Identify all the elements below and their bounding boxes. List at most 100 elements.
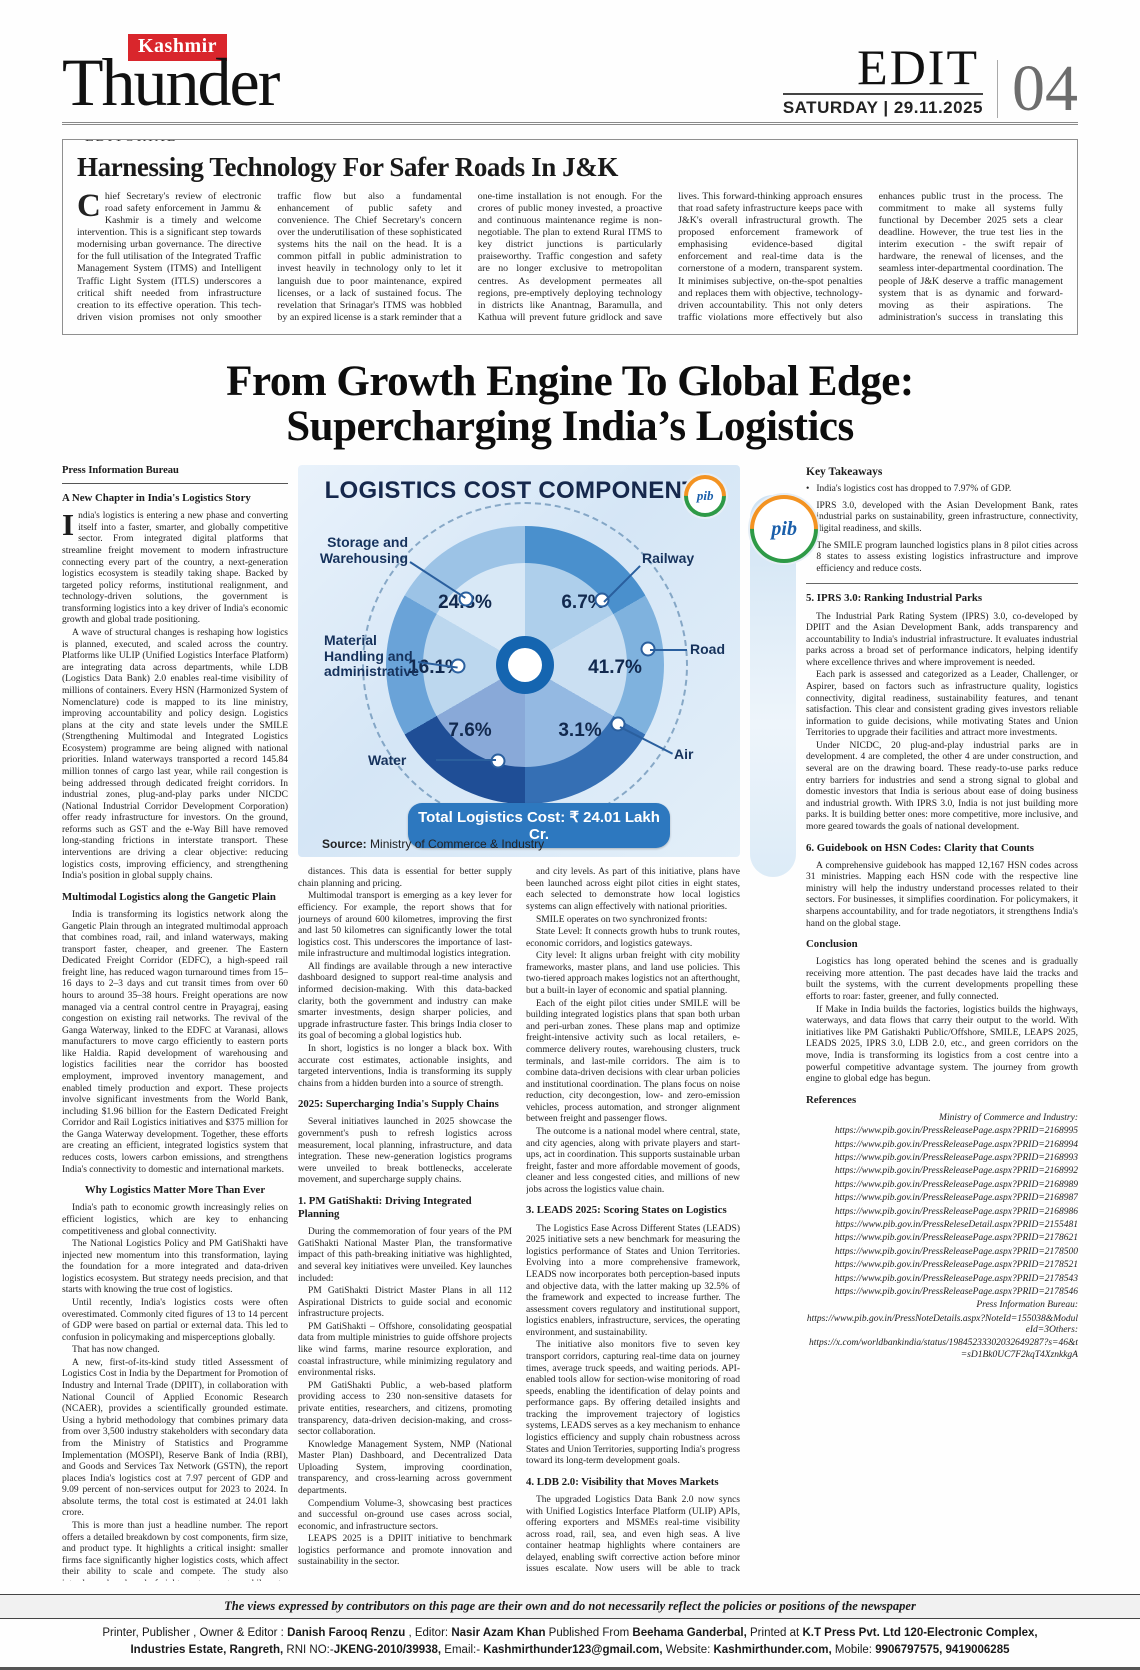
article-paragraph: Compendium Volume-3, showcasing best pra… xyxy=(298,1498,512,1532)
article-column-3: and city levels. As part of this initiat… xyxy=(526,867,740,1573)
reference-item: https://www.pib.gov.in/PressReleasePage.… xyxy=(834,1193,1078,1204)
reference-item: https://www.pib.gov.in/PressReleseDetail… xyxy=(835,1219,1078,1230)
editorial-box: EDITORIAL Harnessing Technology For Safe… xyxy=(62,139,1078,335)
article-paragraph: If Make in India builds the factories, l… xyxy=(806,1004,1078,1085)
key-takeaway-text: IPRS 3.0, developed with the Asian Devel… xyxy=(816,500,1078,535)
editorial-headline: Harnessing Technology For Safer Roads In… xyxy=(77,152,618,182)
key-takeaway-item: •The SMILE program launched logistics pl… xyxy=(806,541,1078,576)
logistics-cost-chart: LOGISTICS COST COMPONENTS pib 24.8% 6.7%… xyxy=(298,465,740,858)
publisher-text-segment: Industries Estate, Rangreth, xyxy=(130,1643,284,1656)
callout-line xyxy=(436,759,496,762)
masthead-kashmir-tag: Kashmir xyxy=(128,34,228,61)
editorial-label: EDITORIAL xyxy=(77,140,186,146)
slice-label-material: Material Handling and administrative xyxy=(324,632,419,680)
column-divider xyxy=(806,583,1078,585)
article-paragraph: distances. This data is essential for be… xyxy=(298,867,512,889)
publisher-text-segment: K.T Press Pvt. Ltd 120-Electronic Comple… xyxy=(802,1626,1038,1639)
key-takeaways-title: Key Takeaways xyxy=(806,466,883,479)
article-headline-line1: From Growth Engine To Global Edge: xyxy=(226,358,914,405)
reference-item: https://www.pib.gov.in/PressReleasePage.… xyxy=(834,1246,1078,1257)
editorial-body: Chief Secretary's review of electronic r… xyxy=(77,188,1063,323)
chart-title: LOGISTICS COST COMPONENTS xyxy=(324,477,714,505)
article-column-4: Key Takeaways • India's logistics cost ha… xyxy=(806,465,1078,1581)
article-subheading: Multimodal Logistics along the Gangetic … xyxy=(62,890,276,903)
article-paragraph: Each park is assessed and categorized as… xyxy=(806,670,1078,739)
publisher-text-segment: Nasir Azam Khan xyxy=(451,1626,546,1639)
article-column-1: Press Information Bureau A New Chapter in… xyxy=(62,465,288,1581)
page-date: SATURDAY | 29.11.2025 xyxy=(782,98,983,117)
chart-source-label: Source: xyxy=(322,837,367,852)
publisher-text-segment: Email:- xyxy=(441,1643,484,1656)
article-subheading: 2025: Supercharging India's Supply Chain… xyxy=(298,1098,499,1111)
article-paragraph: This is more than just a headline number… xyxy=(62,1521,288,1581)
article-paragraph: A wave of structural changes is reshapin… xyxy=(62,628,288,882)
publisher-text-segment: Beehama Ganderbal, xyxy=(632,1626,747,1639)
publisher-text-segment: , Editor: xyxy=(405,1626,452,1639)
article-paragraph: City level: It aligns urban freight with… xyxy=(526,951,740,997)
reference-item: Press Information Bureau: xyxy=(976,1300,1078,1311)
key-takeaway-item: •IPRS 3.0, developed with the Asian Deve… xyxy=(806,501,1078,536)
reference-item: https://www.pib.gov.in/PressReleasePage.… xyxy=(834,1286,1078,1297)
article-subheading: Why Logistics Matter More Than Ever xyxy=(84,1184,266,1197)
article-paragraph: Until recently, India's logistics costs … xyxy=(62,1298,288,1343)
article-paragraph: A comprehensive guidebook has mapped 12,… xyxy=(806,860,1078,929)
article-paragraph: A new, first-of-its-kind study titled As… xyxy=(62,1357,288,1519)
reference-item: Ministry of Commerce and Industry: xyxy=(939,1112,1078,1123)
publisher-text-segment: Printed at xyxy=(746,1626,803,1639)
publisher-text-segment: Kashmirthunder.com, xyxy=(713,1643,832,1656)
masthead-title: Thunder xyxy=(62,44,280,120)
article-subheading: 1. PM GatiShakti: Driving Integrated Pla… xyxy=(298,1194,472,1221)
slice-label-air: Air xyxy=(674,746,694,763)
slice-value-railway: 6.7% xyxy=(561,592,605,614)
article-paragraph: All findings are available through a new… xyxy=(298,961,512,1042)
article-paragraph: SMILE operates on two synchronized front… xyxy=(536,914,708,925)
article-column-2: distances. This data is essential for be… xyxy=(298,867,512,1573)
article-paragraph: and city levels. As part of this initiat… xyxy=(526,867,740,913)
article-subheading: 5. IPRS 3.0: Ranking Industrial Parks xyxy=(806,592,983,605)
reference-item: https://www.pib.gov.in/PressReleasePage.… xyxy=(834,1153,1078,1164)
article-paragraph: Each of the eight pilot cities under SMI… xyxy=(526,998,740,1125)
slice-label-storage: Storage and Warehousing xyxy=(319,534,408,566)
article-paragraph: Logistics has long operated behind the s… xyxy=(806,957,1078,1003)
article-subheading: Conclusion xyxy=(806,938,858,951)
footer-disclaimer: The views expressed by contributors on t… xyxy=(0,1593,1140,1619)
slice-label-road: Road xyxy=(690,641,725,658)
article-paragraph: During the commemoration of four years o… xyxy=(298,1227,512,1284)
page-footer: The views expressed by contributors on t… xyxy=(0,1593,1140,1670)
slice-value-air: 3.1% xyxy=(558,720,602,742)
chart-source: Source: Ministry of Commerce & Industry xyxy=(322,837,544,851)
article-paragraph: The Logistics Ease Across Different Stat… xyxy=(526,1223,740,1338)
article-paragraph: The Industrial Park Rating System (IPRS)… xyxy=(806,611,1078,668)
chart-source-text: Ministry of Commerce & Industry xyxy=(370,837,545,852)
slice-value-water: 7.6% xyxy=(448,720,492,742)
publisher-line-1: Printer, Publisher , Owner & Editor : Da… xyxy=(10,1625,1130,1642)
slice-value-road: 41.7% xyxy=(588,657,642,679)
article-column-middle: LOGISTICS COST COMPONENTS pib 24.8% 6.7%… xyxy=(298,465,740,1581)
reference-item: https://www.pib.gov.in/PressReleasePage.… xyxy=(834,1179,1078,1190)
article-paragraph: The initiative also monitors five to sev… xyxy=(526,1340,740,1467)
pie-hub xyxy=(508,648,542,683)
reference-item: https://www.pib.gov.in/PressReleasePage.… xyxy=(834,1139,1078,1150)
article-paragraph: The upgraded Logistics Data Bank 2.0 now… xyxy=(526,1494,740,1574)
callout-dot xyxy=(490,753,506,769)
article-paragraph: India is transforming its logistics netw… xyxy=(62,909,288,1175)
article-paragraph: Several initiatives launched in 2025 sho… xyxy=(298,1117,512,1186)
publisher-text-segment: Danish Farooq Renzu xyxy=(287,1626,406,1639)
reference-item: https://www.pib.gov.in/PressReleasePage.… xyxy=(834,1233,1078,1244)
article-paragraph: Knowledge Management System, NMP (Nation… xyxy=(298,1439,512,1496)
article-subheading: 4. LDB 2.0: Visibility that Moves Market… xyxy=(526,1475,719,1488)
key-takeaway-text: India's logistics cost has dropped to 7.… xyxy=(816,484,1012,495)
slice-label-railway: Railway xyxy=(642,550,695,567)
article-paragraph: Under NICDC, 20 plug-and-play industrial… xyxy=(806,740,1078,832)
article-paragraph: State Level: It connects growth hubs to … xyxy=(526,927,740,949)
article-paragraph: PM GatiShakti – Offshore, consolidating … xyxy=(298,1321,512,1379)
publisher-text-segment: Mobile: xyxy=(831,1643,876,1656)
article-paragraph: That has now changed. xyxy=(72,1345,160,1356)
page-number: 04 xyxy=(997,56,1078,122)
article-paragraph: LEAPS 2025 is a DPIIT initiative to benc… xyxy=(298,1534,512,1568)
callout-line xyxy=(650,649,687,652)
header-right: EDIT SATURDAY | 29.11.2025 04 xyxy=(782,42,1078,122)
reference-item: https://www.pib.gov.in/PressNoteDetails.… xyxy=(806,1313,1078,1336)
key-takeaways-list: • India's logistics cost has dropped to 7… xyxy=(806,484,1078,575)
masthead: Kashmir Thunder xyxy=(62,26,402,122)
